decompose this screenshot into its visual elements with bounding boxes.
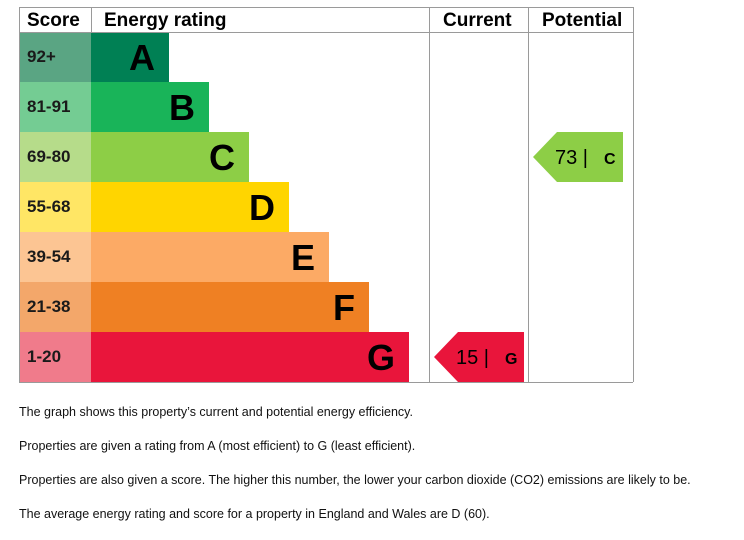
- band-letter-g: G: [367, 337, 395, 378]
- band-letter-b: B: [169, 87, 195, 128]
- score-cell-g: [19, 332, 91, 382]
- note-average: The average energy rating and score for …: [19, 507, 490, 521]
- band-letter-d: D: [249, 187, 275, 228]
- current-rating-flag: [434, 332, 524, 382]
- band-letter-f: F: [333, 287, 355, 328]
- band-letter-a: A: [129, 37, 155, 78]
- score-label-g: 1-20: [27, 347, 61, 366]
- score-label-b: 81-91: [27, 97, 70, 116]
- band-bar-d: [91, 182, 289, 232]
- score-label-a: 92+: [27, 47, 56, 66]
- score-label-c: 69-80: [27, 147, 70, 166]
- band-bar-e: [91, 232, 329, 282]
- note-rating: Properties are given a rating from A (mo…: [19, 439, 416, 453]
- energy-rating-chart: 92+ A81-91 B69-80 C55-68 D39-54 E21-38 F1-20 G …: [19, 7, 634, 383]
- band-letter-e: E: [291, 237, 315, 278]
- band-bar-c: [91, 132, 249, 182]
- score-label-e: 39-54: [27, 247, 71, 266]
- score-cell-a: [19, 32, 91, 82]
- score-cell-d: [19, 182, 91, 232]
- rating-flags: 15 | G 73 | C: [434, 132, 623, 382]
- chart-notes: The graph shows this property’s current …: [19, 404, 739, 540]
- score-label-d: 55-68: [27, 197, 70, 216]
- band-bar-a: [91, 32, 169, 82]
- band-bar-f: [91, 282, 369, 332]
- note-graph: The graph shows this property’s current …: [19, 405, 413, 419]
- rating-bands: 92+ A 81-91 B 69-80 C 55-68 D 39-54 E 21-38 F 1-20 G: [19, 32, 409, 382]
- header-energy-rating: Energy rating: [104, 10, 226, 31]
- band-bar-b: [91, 82, 209, 132]
- score-cell-c: [19, 132, 91, 182]
- current-rating-letter: G: [505, 351, 517, 368]
- header-current: Current: [443, 10, 512, 31]
- band-letter-c: C: [209, 137, 235, 178]
- potential-score-value: 73 |: [555, 147, 588, 169]
- potential-rating-flag: [533, 132, 623, 182]
- score-cell-e: [19, 232, 91, 282]
- header-score: Score: [27, 10, 80, 31]
- header-potential: Potential: [542, 10, 622, 31]
- score-label-f: 21-38: [27, 297, 70, 316]
- chart-grid: [19, 7, 634, 383]
- note-score: Properties are also given a score. The h…: [19, 473, 691, 487]
- potential-rating-letter: C: [604, 151, 616, 168]
- band-bar-g: [91, 332, 409, 382]
- score-cell-f: [19, 282, 91, 332]
- score-cell-b: [19, 82, 91, 132]
- current-score-value: 15 |: [456, 347, 489, 369]
